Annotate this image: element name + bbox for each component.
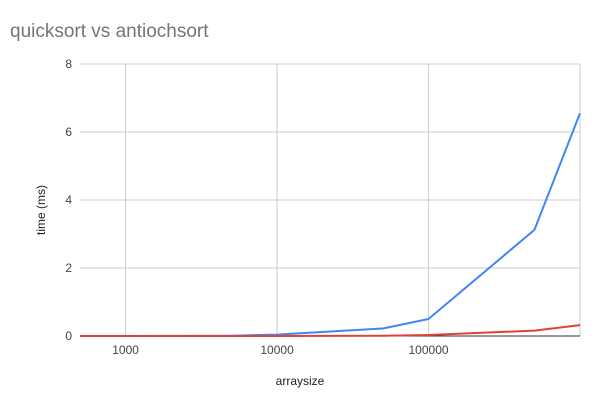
chart-title: quicksort vs antiochsort — [10, 21, 209, 42]
y-tick-label: 2 — [65, 261, 72, 275]
series-line-1 — [80, 112, 581, 337]
y-tick-label: 4 — [65, 193, 72, 207]
x-tick-label: 100000 — [409, 343, 449, 357]
y-tick-label: 8 — [65, 57, 72, 71]
y-tick-label: 6 — [65, 125, 72, 139]
series-line-2 — [80, 324, 581, 337]
y-tick-label: 0 — [65, 329, 72, 343]
x-tick-label: 10000 — [260, 343, 294, 357]
x-tick-label: 1000 — [112, 343, 139, 357]
x-axis-label: arraysize — [275, 374, 325, 388]
